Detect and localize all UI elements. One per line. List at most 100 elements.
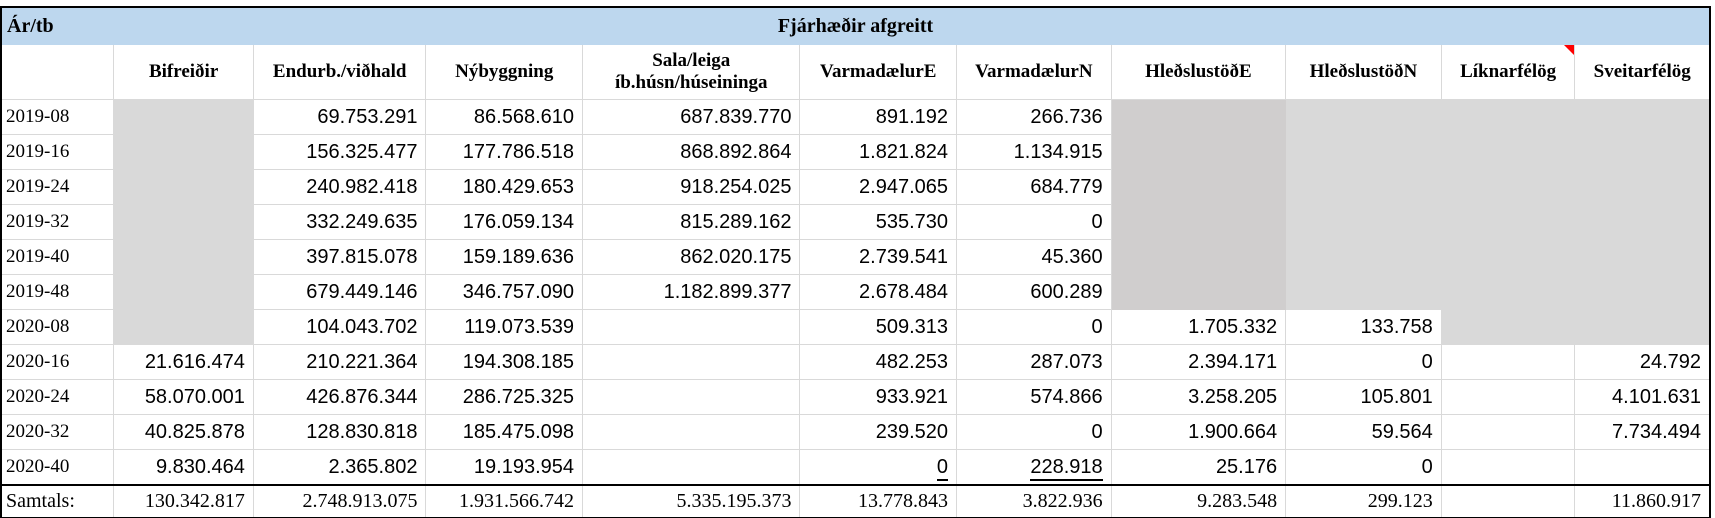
amount-cell[interactable]: 509.313 bbox=[799, 309, 958, 345]
amount-cell[interactable] bbox=[1441, 99, 1576, 135]
amount-cell[interactable]: 45.360 bbox=[956, 239, 1112, 275]
total-amount-cell[interactable]: 9.283.548 bbox=[1111, 484, 1287, 517]
amount-cell[interactable] bbox=[582, 414, 801, 450]
amount-cell[interactable] bbox=[113, 309, 254, 345]
amount-cell[interactable]: 918.254.025 bbox=[582, 169, 801, 205]
amount-cell[interactable] bbox=[1111, 274, 1287, 310]
amount-cell[interactable]: 105.801 bbox=[1285, 379, 1442, 415]
total-amount-cell[interactable]: 13.778.843 bbox=[799, 484, 958, 517]
amount-cell[interactable] bbox=[582, 449, 801, 486]
amount-cell[interactable]: 679.449.146 bbox=[253, 274, 427, 310]
amount-cell[interactable] bbox=[113, 274, 254, 310]
total-amount-cell[interactable]: 11.860.917 bbox=[1574, 484, 1709, 517]
amount-cell[interactable]: 891.192 bbox=[799, 99, 958, 135]
amount-cell[interactable] bbox=[1441, 204, 1576, 240]
amount-cell[interactable]: 40.825.878 bbox=[113, 414, 254, 450]
amount-cell[interactable]: 119.073.539 bbox=[425, 309, 584, 345]
table-title[interactable]: Fjárhæðir afgreitt bbox=[777, 15, 934, 37]
amount-cell[interactable]: 1.900.664 bbox=[1111, 414, 1287, 450]
amount-cell[interactable] bbox=[1574, 169, 1709, 205]
amount-cell[interactable] bbox=[113, 99, 254, 135]
amount-cell[interactable] bbox=[1441, 379, 1576, 415]
amount-cell[interactable] bbox=[1285, 274, 1442, 310]
column-header[interactable]: VarmadælurE bbox=[799, 45, 958, 100]
amount-cell[interactable] bbox=[113, 204, 254, 240]
column-header[interactable]: VarmadælurN bbox=[956, 45, 1112, 100]
amount-cell[interactable]: 194.308.185 bbox=[425, 344, 584, 380]
year-row-label[interactable]: 2019-24 bbox=[2, 169, 115, 205]
amount-cell[interactable]: 0 bbox=[956, 414, 1112, 450]
amount-cell[interactable]: 2.365.802 bbox=[253, 449, 427, 486]
amount-cell[interactable]: 426.876.344 bbox=[253, 379, 427, 415]
column-header[interactable]: Nýbyggning bbox=[425, 45, 584, 100]
amount-cell[interactable]: 332.249.635 bbox=[253, 204, 427, 240]
amount-cell[interactable]: 9.830.464 bbox=[113, 449, 254, 486]
amount-cell[interactable] bbox=[1574, 204, 1709, 240]
column-header[interactable]: Endurb./viðhald bbox=[253, 45, 427, 100]
totals-row-label[interactable]: Samtals: bbox=[2, 484, 115, 517]
header-corner-cell[interactable] bbox=[2, 45, 115, 100]
amount-cell[interactable] bbox=[582, 344, 801, 380]
amount-cell[interactable] bbox=[1285, 99, 1442, 135]
amount-cell[interactable]: 0 bbox=[1285, 449, 1442, 486]
amount-cell[interactable] bbox=[113, 239, 254, 275]
total-amount-cell[interactable]: 299.123 bbox=[1285, 484, 1442, 517]
amount-cell[interactable] bbox=[1574, 309, 1709, 345]
amount-cell[interactable]: 3.258.205 bbox=[1111, 379, 1287, 415]
amount-cell[interactable]: 266.736 bbox=[956, 99, 1112, 135]
amount-cell[interactable] bbox=[1441, 169, 1576, 205]
total-amount-cell[interactable] bbox=[1441, 484, 1576, 517]
amount-cell[interactable] bbox=[582, 379, 801, 415]
column-header[interactable]: HleðslustöðE bbox=[1111, 45, 1287, 100]
amount-cell[interactable]: 1.182.899.377 bbox=[582, 274, 801, 310]
amount-cell[interactable]: 1.705.332 bbox=[1111, 309, 1287, 345]
amount-cell[interactable] bbox=[1574, 449, 1709, 486]
amount-cell[interactable]: 240.982.418 bbox=[253, 169, 427, 205]
amount-cell[interactable] bbox=[1441, 134, 1576, 170]
amount-cell[interactable]: 346.757.090 bbox=[425, 274, 584, 310]
amount-cell[interactable]: 185.475.098 bbox=[425, 414, 584, 450]
amount-cell[interactable] bbox=[1441, 449, 1576, 486]
amount-cell[interactable] bbox=[1111, 239, 1287, 275]
amount-cell[interactable] bbox=[1111, 134, 1287, 170]
amount-cell[interactable]: 600.289 bbox=[956, 274, 1112, 310]
amount-cell[interactable] bbox=[1574, 274, 1709, 310]
amount-cell[interactable]: 0 bbox=[1285, 344, 1442, 380]
amount-cell[interactable]: 2.739.541 bbox=[799, 239, 958, 275]
amount-cell[interactable] bbox=[1441, 309, 1576, 345]
amount-cell[interactable] bbox=[1441, 344, 1576, 380]
amount-cell[interactable]: 25.176 bbox=[1111, 449, 1287, 486]
amount-cell[interactable]: 128.830.818 bbox=[253, 414, 427, 450]
amount-cell[interactable]: 1.821.824 bbox=[799, 134, 958, 170]
amount-cell[interactable]: 133.758 bbox=[1285, 309, 1442, 345]
total-amount-cell[interactable]: 130.342.817 bbox=[113, 484, 254, 517]
amount-cell[interactable]: 0 bbox=[956, 204, 1112, 240]
amount-cell[interactable] bbox=[1285, 204, 1442, 240]
year-row-label[interactable]: 2020-16 bbox=[2, 344, 115, 380]
year-row-label[interactable]: 2019-32 bbox=[2, 204, 115, 240]
amount-cell[interactable]: 159.189.636 bbox=[425, 239, 584, 275]
amount-cell[interactable]: 2.394.171 bbox=[1111, 344, 1287, 380]
amount-cell[interactable]: 177.786.518 bbox=[425, 134, 584, 170]
amount-cell[interactable]: 24.792 bbox=[1574, 344, 1709, 380]
total-amount-cell[interactable]: 5.335.195.373 bbox=[582, 484, 801, 517]
comment-indicator-icon[interactable] bbox=[1564, 45, 1575, 55]
amount-cell[interactable]: 2.678.484 bbox=[799, 274, 958, 310]
amount-cell[interactable]: 868.892.864 bbox=[582, 134, 801, 170]
total-amount-cell[interactable]: 3.822.936 bbox=[956, 484, 1112, 517]
amount-cell[interactable]: 1.134.915 bbox=[956, 134, 1112, 170]
amount-cell[interactable]: 684.779 bbox=[956, 169, 1112, 205]
amount-cell[interactable] bbox=[1111, 99, 1287, 135]
amount-cell[interactable] bbox=[1441, 414, 1576, 450]
amount-cell[interactable]: 69.753.291 bbox=[253, 99, 427, 135]
amount-cell[interactable]: 176.059.134 bbox=[425, 204, 584, 240]
year-row-label[interactable]: 2019-16 bbox=[2, 134, 115, 170]
amount-cell[interactable] bbox=[1441, 239, 1576, 275]
amount-cell[interactable]: 574.866 bbox=[956, 379, 1112, 415]
amount-cell[interactable]: 0 bbox=[799, 449, 958, 486]
column-header[interactable]: Sala/leiga íb.húsn/húseininga bbox=[582, 45, 801, 100]
column-header[interactable]: Líknarfélög bbox=[1441, 45, 1576, 100]
amount-cell[interactable] bbox=[1574, 134, 1709, 170]
column-header[interactable]: Bifreiðir bbox=[113, 45, 254, 100]
amount-cell[interactable]: 535.730 bbox=[799, 204, 958, 240]
